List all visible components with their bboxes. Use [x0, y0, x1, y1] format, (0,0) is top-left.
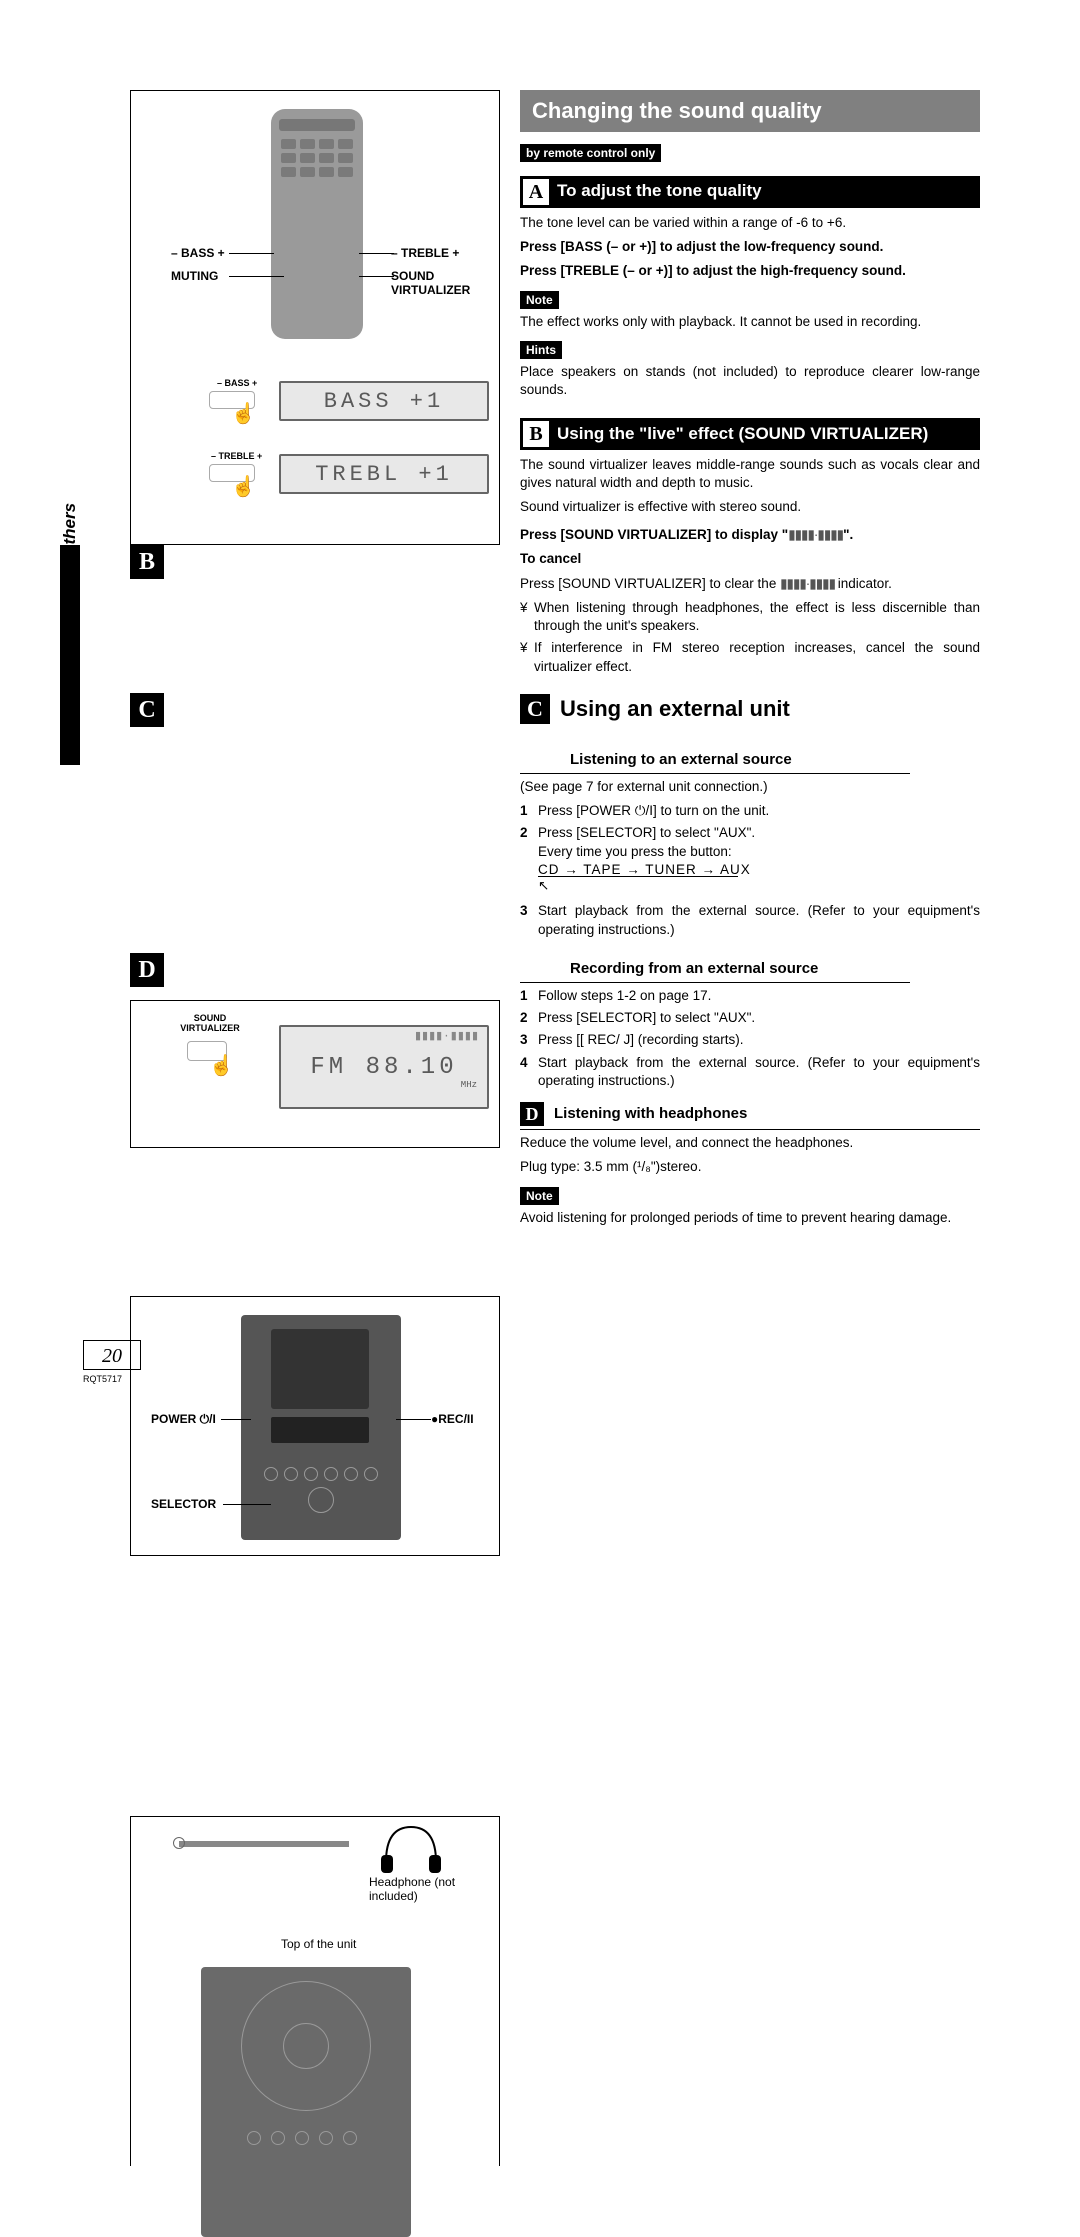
sec-b-p3a: Press [SOUND VIRTUALIZER] to display ": [520, 527, 788, 542]
sub-d-letter: D: [520, 1102, 544, 1126]
lcd-bass: BASS +1: [279, 381, 489, 421]
section-a-letter: A: [523, 179, 549, 205]
listening-steps: 1Press [POWER ⏻/I] to turn on the unit. …: [520, 802, 980, 939]
section-a-title: To adjust the tone quality: [557, 177, 762, 206]
note-text-2: Avoid listening for prolonged periods of…: [520, 1209, 980, 1227]
figure-letter-d: D: [130, 953, 164, 987]
figure-d: Headphone (not included) Top of the unit: [130, 1816, 500, 2166]
label-treble: – TREBLE +: [391, 246, 459, 260]
note-badge: Note: [520, 291, 559, 309]
mini-treble: – TREBLE +: [211, 451, 262, 461]
label-muting: MUTING: [171, 269, 218, 283]
document-id: RQT5717: [83, 1374, 122, 1384]
label-power: POWER ⏻/I: [151, 1412, 216, 1427]
label-headphone: Headphone (not included): [369, 1875, 479, 1903]
section-a-heading: A To adjust the tone quality: [520, 176, 980, 208]
text-column: Changing the sound quality by remote con…: [520, 90, 980, 1233]
cancel-text: Press [SOUND VIRTUALIZER] to clear the ▮…: [520, 575, 980, 593]
remote-illustration: [271, 109, 363, 339]
note-badge-2: Note: [520, 1187, 559, 1205]
sec-b-bullet2: If interference in FM stereo reception i…: [520, 639, 980, 675]
headphone-icon: [371, 1817, 451, 1877]
figure-b: SOUND VIRTUALIZER ☝ ▮▮▮▮·▮▮▮▮ FM 88.10 M…: [130, 1000, 500, 1148]
hints-badge: Hints: [520, 341, 562, 359]
label-selector: SELECTOR: [151, 1497, 216, 1511]
sec-a-p3: Press [TREBLE (– or +)] to adjust the hi…: [520, 263, 906, 278]
section-c-title: Using an external unit: [560, 694, 790, 724]
manual-page: Timers and others A – BASS +: [95, 90, 985, 1400]
figure-c: POWER ⏻/I ●REC/II SELECTOR: [130, 1296, 500, 1556]
note-text: The effect works only with playback. It …: [520, 313, 980, 331]
mini-bass: – BASS +: [217, 378, 257, 388]
mini-sv: SOUND VIRTUALIZER: [175, 1013, 245, 1033]
sec-b-bullet1: When listening through headphones, the e…: [520, 599, 980, 635]
main-heading: Changing the sound quality: [520, 90, 980, 132]
recording-steps: 1Follow steps 1-2 on page 17. 2Press [SE…: [520, 987, 980, 1090]
figures-column: A – BASS + – TREBLE + MUTING: [130, 90, 500, 1303]
lcd-treble: TREBL +1: [279, 454, 489, 494]
sub-recording: Recording from an external source: [520, 955, 910, 983]
hints-text: Place speakers on stands (not included) …: [520, 363, 980, 399]
figure-letter-b: B: [130, 545, 164, 579]
sec-a-p1: The tone level can be varied within a ra…: [520, 214, 980, 232]
sub-d-title: Listening with headphones: [554, 1104, 747, 1124]
figure-letter-c: C: [130, 693, 164, 727]
label-bass: – BASS +: [171, 246, 225, 260]
section-b-title: Using the "live" effect (SOUND VIRTUALIZ…: [557, 421, 932, 447]
page-number: 20: [83, 1340, 141, 1370]
hand-icon: ☝: [231, 401, 256, 426]
d-p2: Plug type: 3.5 mm (¹/₈")stereo.: [520, 1158, 980, 1176]
label-rec: ●REC/II: [431, 1412, 474, 1426]
label-sound-virtualizer: SOUND VIRTUALIZER: [391, 269, 491, 297]
lcd-fm: ▮▮▮▮·▮▮▮▮ FM 88.10 MHz: [279, 1025, 489, 1109]
hand-icon: ☝: [231, 474, 256, 499]
section-b-letter: B: [523, 421, 549, 447]
cancel-head: To cancel: [520, 551, 581, 566]
remote-only-badge: by remote control only: [520, 144, 661, 162]
sec-a-p2: Press [BASS (– or +)] to adjust the low-…: [520, 239, 883, 254]
hand-icon: ☝: [209, 1053, 234, 1078]
sub-d-heading: D Listening with headphones: [520, 1102, 980, 1130]
figure-a: – BASS + – TREBLE + MUTING SOUND VIRTUAL…: [130, 90, 500, 545]
unit-top-illustration: [201, 1967, 411, 2237]
sec-b-p1: The sound virtualizer leaves middle-rang…: [520, 456, 980, 492]
sub-listening: Listening to an external source: [520, 746, 910, 774]
label-top-unit: Top of the unit: [281, 1937, 356, 1951]
sidebar-label: Timers and others: [60, 503, 80, 650]
d-p1: Reduce the volume level, and connect the…: [520, 1134, 980, 1152]
see-page: (See page 7 for external unit connection…: [520, 778, 980, 796]
section-c-heading: C Using an external unit: [520, 694, 980, 724]
main-unit-illustration: [241, 1315, 401, 1540]
section-c-letter: C: [520, 694, 550, 724]
section-b-heading: B Using the "live" effect (SOUND VIRTUAL…: [520, 418, 980, 450]
sec-b-p2: Sound virtualizer is effective with ster…: [520, 498, 980, 516]
